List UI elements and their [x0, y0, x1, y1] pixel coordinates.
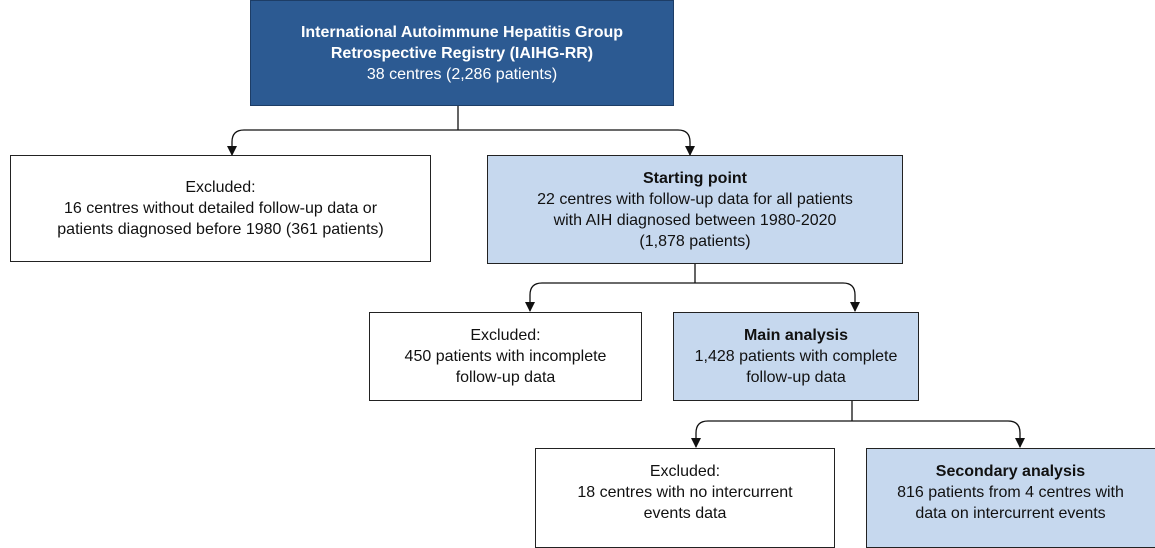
node-heading: Main analysis [743, 327, 849, 344]
node-text: 16 centres without detailed follow-up da… [63, 200, 378, 217]
node-heading: Retrospective Registry (IAIHG-RR) [330, 44, 594, 62]
node-text: data on intercurrent events [915, 505, 1106, 522]
arrowheads [227, 146, 1025, 448]
secondary-analysis-box: Secondary analysis 816 patients from 4 ce… [866, 448, 1155, 548]
node-text: patients diagnosed before 1980 (361 pati… [57, 221, 384, 238]
node-heading: Secondary analysis [935, 463, 1086, 480]
main-analysis-box: Main analysis 1,428 patients with complet… [673, 312, 919, 401]
starting-point-box: Starting point 22 centres with follow-up … [487, 155, 903, 264]
connectors [227, 106, 1025, 448]
excluded-box: Excluded: 450 patients with incomplete fol… [369, 312, 642, 401]
node-text: 1,428 patients with complete [694, 348, 898, 365]
node-text: 18 centres with no intercurrent [577, 484, 793, 501]
node-text: 22 centres with follow-up data for all p… [537, 190, 853, 208]
connector-lines [231, 106, 1021, 447]
node-text: 816 patients from 4 centres with [897, 484, 1124, 501]
node-heading: International Autoimmune Hepatitis Group [300, 23, 624, 41]
node-heading: Starting point [643, 169, 747, 187]
node-text: Excluded: [185, 179, 256, 196]
node-text: 450 patients with incomplete [404, 348, 607, 365]
excluded-box: Excluded: 18 centres with no intercurrent… [535, 448, 835, 548]
node-text: events data [643, 505, 727, 522]
flowchart: International Autoimmune Hepatitis Group… [10, 0, 1155, 548]
node-text: Excluded: [470, 327, 541, 344]
node-text: follow-up data [455, 369, 556, 386]
node-text: follow-up data [746, 369, 846, 386]
node-text: 38 centres (2,286 patients) [366, 65, 558, 83]
node-text: with AIH diagnosed between 1980-2020 [553, 211, 837, 229]
node-text: (1,878 patients) [639, 232, 751, 250]
excluded-box: Excluded: 16 centres without detailed fol… [10, 155, 431, 262]
node-text: Excluded: [649, 463, 721, 480]
registry-box: International Autoimmune Hepatitis Group… [250, 0, 674, 106]
